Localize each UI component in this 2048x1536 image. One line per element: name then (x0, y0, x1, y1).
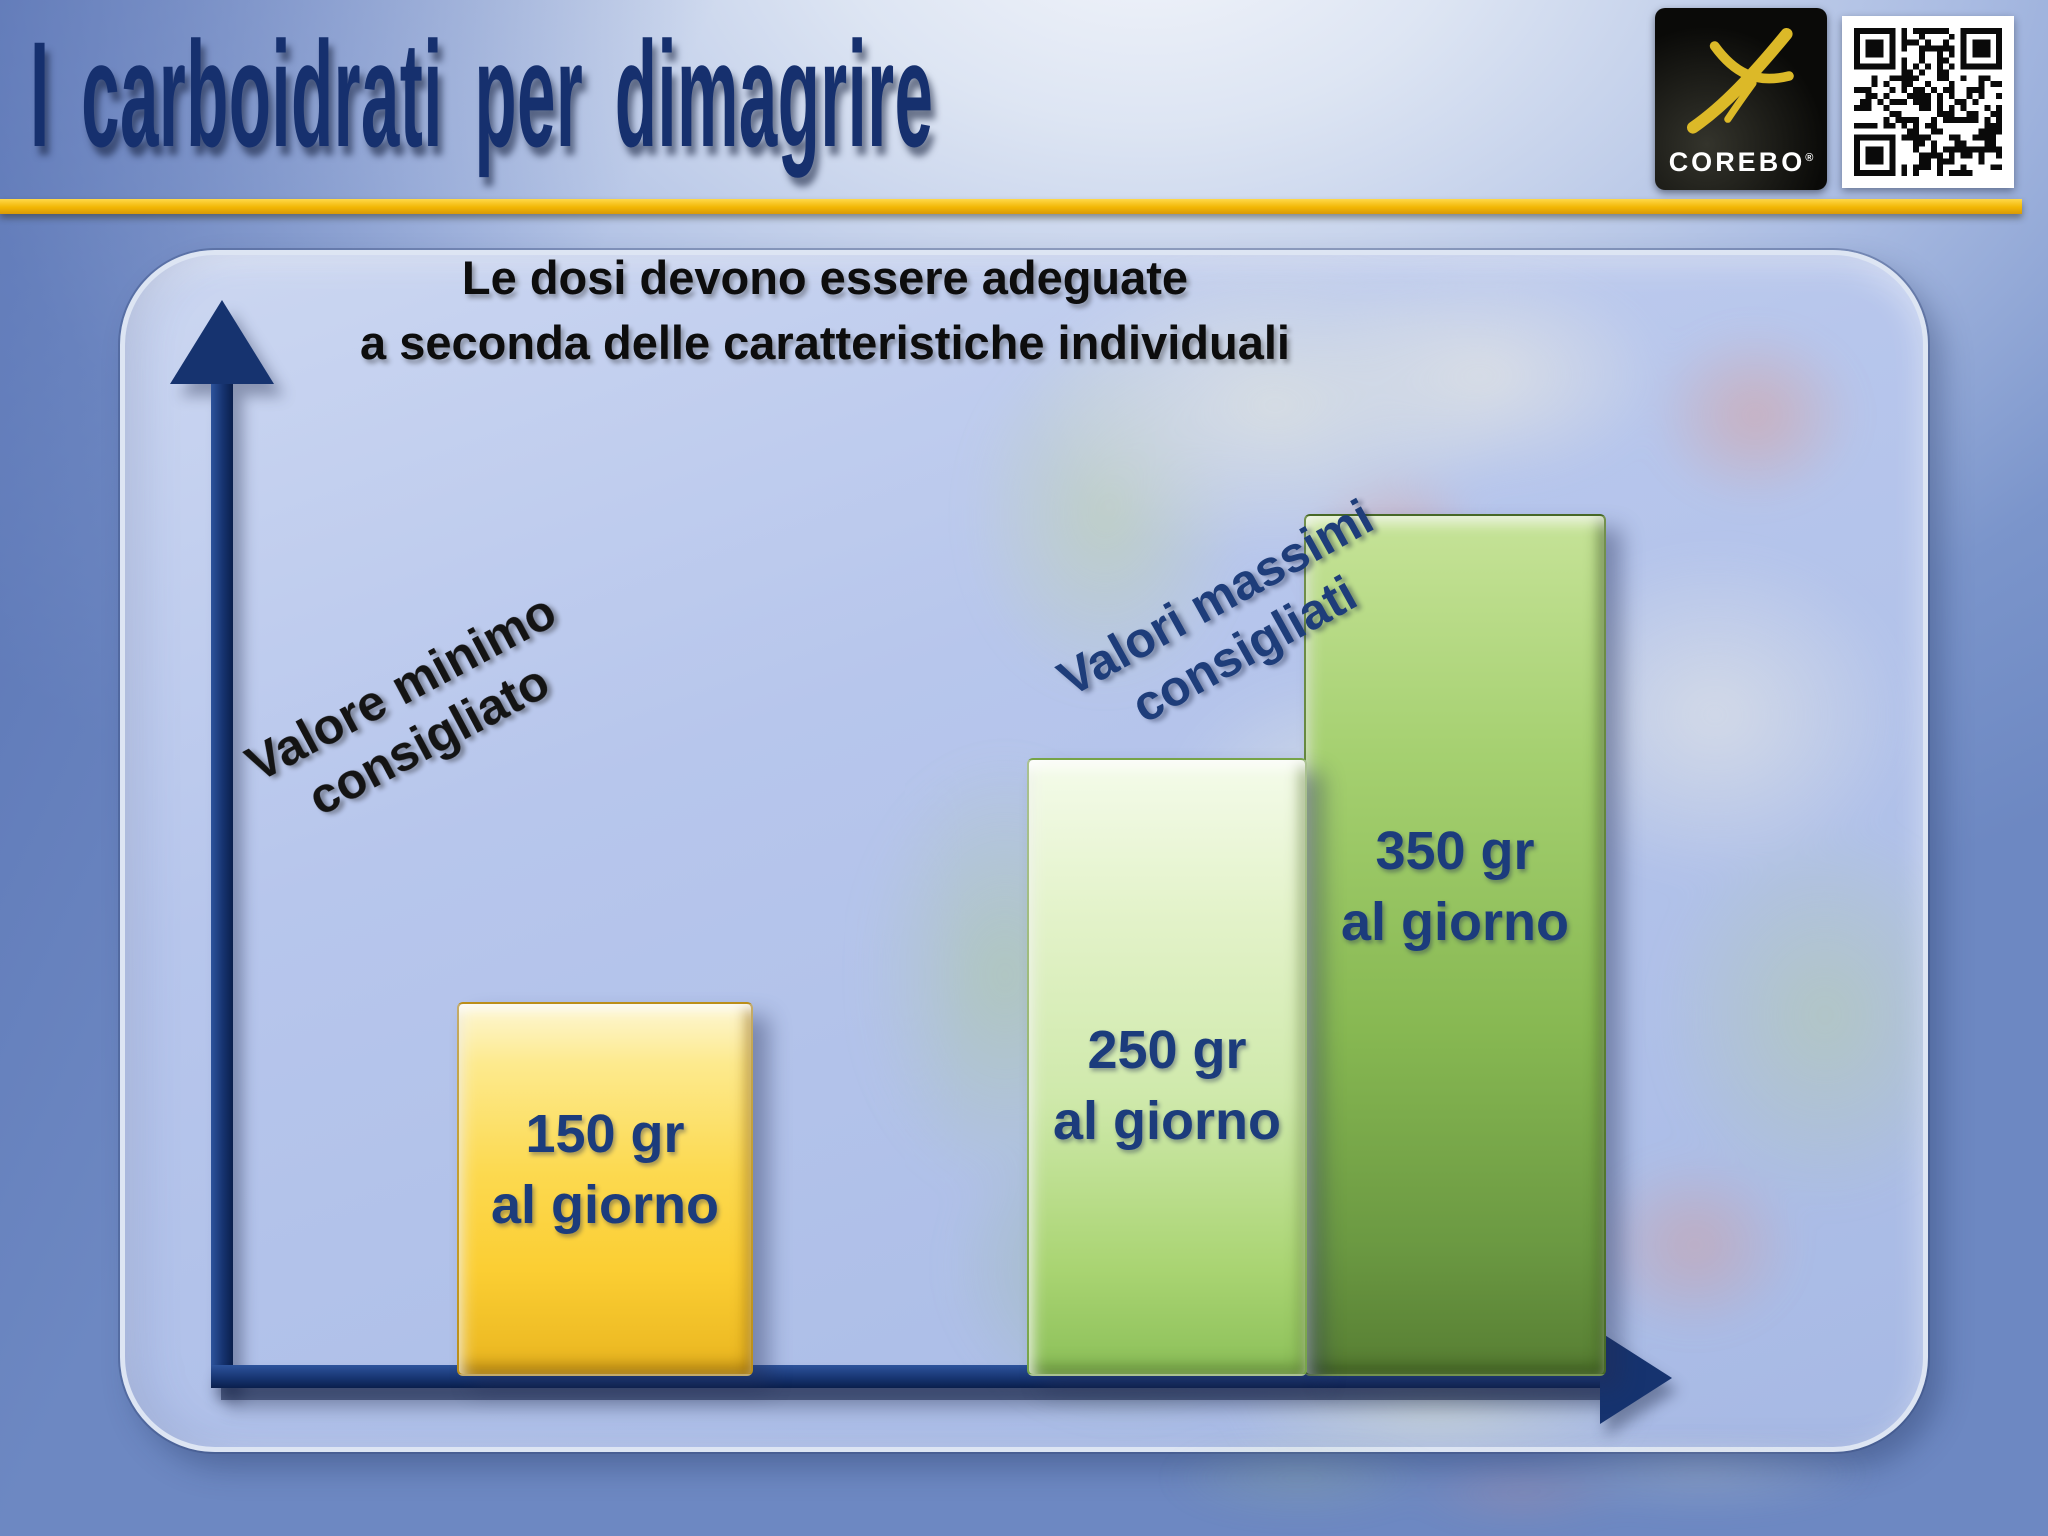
panel-reflection (1050, 1448, 1910, 1536)
corebo-logo: COREBO® (1655, 8, 1827, 190)
chart-note-line1: Le dosi devono essere adeguate (461, 251, 1189, 304)
corebo-swoosh-icon (1687, 28, 1794, 134)
bar-250-label: 250 gr al giorno (1053, 1020, 1281, 1152)
x-axis-arrowhead-icon (1600, 1332, 1672, 1424)
bar-150: 150 gr al giorno (457, 1002, 753, 1376)
page-title: I carboidrati per dimagrire (30, 8, 1994, 181)
qr-code (1842, 16, 2014, 188)
bar-250: 250 gr al giorno (1027, 758, 1307, 1376)
chart-note: Le dosi devono essere adeguate a seconda… (280, 246, 1370, 376)
registered-mark: ® (1805, 152, 1814, 164)
chart-note-line2: a seconda delle caratteristiche individu… (360, 315, 1290, 369)
bar-350: 350 gr al giorno (1304, 514, 1606, 1376)
bar-150-label: 150 gr al giorno (491, 1104, 719, 1236)
title-underline (0, 199, 2022, 214)
bar-350-label: 350 gr al giorno (1341, 821, 1569, 953)
salad-photo-background (125, 255, 1923, 1447)
chart-panel (120, 250, 1928, 1452)
page-title-text: I carboidrati per dimagrire (30, 10, 934, 178)
y-axis-arrowhead-icon (170, 300, 274, 384)
brand-name: COREBO® (1668, 147, 1814, 177)
y-axis-shaft (211, 378, 233, 1388)
